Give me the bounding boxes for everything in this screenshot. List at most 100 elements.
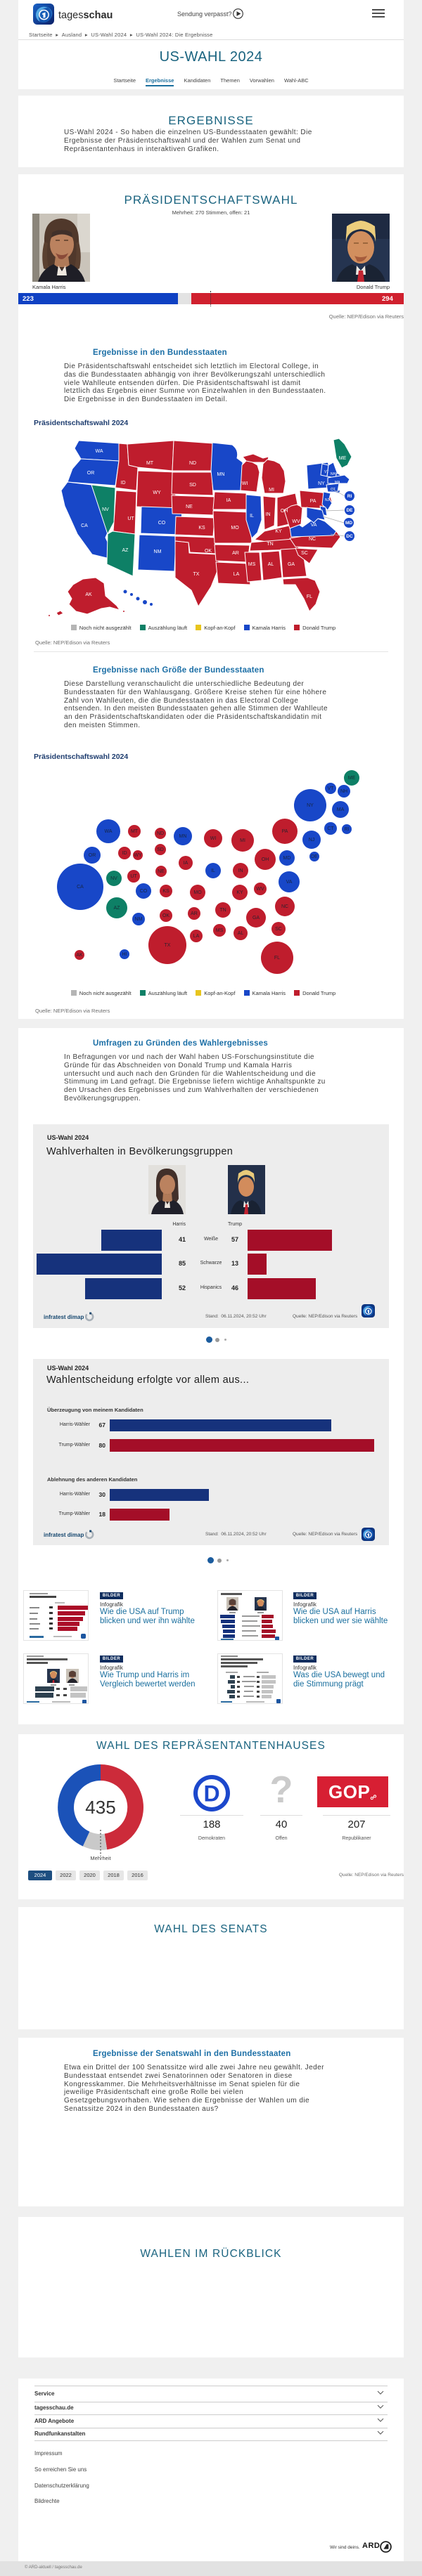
svg-text:IL: IL: [250, 514, 254, 519]
svg-text:CO: CO: [140, 889, 148, 894]
svg-text:MD: MD: [283, 856, 291, 861]
svg-text:MS: MS: [248, 562, 256, 567]
svg-text:IA: IA: [184, 861, 188, 866]
svg-text:MA: MA: [337, 807, 345, 812]
svg-text:GA: GA: [288, 562, 295, 567]
svg-text:IL: IL: [211, 869, 215, 873]
svg-text:AR: AR: [232, 551, 239, 556]
svg-text:NC: NC: [309, 537, 316, 542]
svg-text:NV: NV: [102, 507, 109, 512]
svg-text:TX: TX: [165, 943, 171, 948]
svg-text:FL: FL: [307, 594, 312, 599]
svg-text:MN: MN: [179, 834, 187, 839]
svg-text:SD: SD: [157, 847, 164, 852]
svg-text:ND: ND: [157, 831, 164, 836]
svg-text:OH: OH: [262, 857, 269, 862]
svg-text:FL: FL: [274, 956, 280, 961]
svg-text:NM: NM: [135, 917, 143, 922]
svg-text:NM: NM: [154, 549, 162, 554]
svg-text:MN: MN: [217, 472, 225, 477]
svg-text:ND: ND: [189, 461, 196, 466]
svg-text:AZ: AZ: [122, 548, 129, 553]
svg-text:NJ: NJ: [325, 498, 330, 502]
svg-text:WY: WY: [153, 490, 161, 495]
svg-text:HI: HI: [122, 952, 127, 957]
svg-text:MI: MI: [240, 838, 245, 843]
svg-text:MS: MS: [216, 928, 224, 933]
svg-text:MT: MT: [146, 461, 154, 466]
svg-text:NC: NC: [281, 904, 288, 909]
svg-text:MI: MI: [269, 488, 274, 493]
svg-text:OH: OH: [281, 509, 288, 514]
svg-text:DE: DE: [311, 854, 318, 859]
svg-text:TX: TX: [193, 572, 200, 577]
svg-text:MO: MO: [231, 526, 239, 531]
svg-text:SC: SC: [275, 927, 282, 932]
svg-text:DE: DE: [346, 508, 353, 513]
svg-text:MD: MD: [345, 521, 352, 526]
svg-text:CA: CA: [81, 523, 88, 528]
svg-text:TN: TN: [219, 908, 226, 913]
svg-text:KS: KS: [162, 889, 170, 894]
svg-text:WA: WA: [95, 449, 103, 454]
svg-text:NV: NV: [110, 876, 117, 881]
svg-text:CA: CA: [77, 885, 84, 890]
svg-text:PA: PA: [282, 829, 288, 834]
svg-text:UT: UT: [130, 874, 137, 879]
svg-text:AZ: AZ: [114, 906, 121, 911]
svg-text:KY: KY: [236, 890, 243, 895]
svg-text:KY: KY: [275, 529, 282, 534]
svg-text:NH: NH: [340, 789, 347, 794]
svg-text:TN: TN: [267, 542, 273, 547]
svg-text:NY: NY: [318, 481, 325, 486]
svg-text:ME: ME: [348, 776, 356, 781]
svg-text:MO: MO: [193, 890, 202, 895]
svg-text:AL: AL: [238, 931, 244, 936]
svg-text:NE: NE: [158, 869, 165, 874]
svg-text:CT: CT: [327, 826, 334, 831]
svg-text:OR: OR: [89, 853, 96, 858]
svg-text:OK: OK: [162, 913, 170, 918]
svg-text:AK: AK: [85, 592, 92, 597]
svg-text:WA: WA: [104, 829, 112, 834]
svg-text:WV: WV: [256, 887, 264, 892]
svg-text:LA: LA: [234, 572, 240, 577]
svg-text:OK: OK: [205, 549, 212, 554]
svg-text:MT: MT: [131, 829, 139, 834]
svg-text:VA: VA: [286, 880, 293, 885]
svg-text:VT: VT: [328, 786, 335, 791]
svg-text:ID: ID: [122, 851, 127, 856]
svg-text:CT: CT: [331, 488, 335, 492]
svg-text:SD: SD: [189, 483, 196, 488]
svg-text:WV: WV: [292, 519, 300, 524]
svg-text:WI: WI: [210, 836, 217, 841]
svg-text:UT: UT: [127, 516, 134, 521]
svg-text:GA: GA: [252, 916, 260, 921]
svg-text:OR: OR: [87, 471, 95, 476]
svg-text:AL: AL: [268, 562, 274, 567]
svg-text:MA: MA: [335, 481, 340, 485]
svg-text:CO: CO: [158, 521, 166, 526]
svg-text:PA: PA: [310, 499, 316, 504]
svg-text:NE: NE: [186, 505, 193, 509]
svg-text:IN: IN: [266, 512, 271, 517]
svg-text:ID: ID: [121, 481, 126, 486]
svg-text:WY: WY: [134, 853, 142, 858]
svg-text:AK: AK: [76, 953, 83, 958]
svg-text:ME: ME: [339, 456, 347, 461]
svg-text:NH: NH: [331, 472, 336, 476]
svg-text:D: D: [203, 1781, 219, 1807]
svg-text:WI: WI: [242, 481, 248, 486]
svg-text:VT: VT: [324, 470, 328, 474]
svg-text:RI: RI: [345, 827, 350, 832]
svg-text:VA: VA: [311, 523, 317, 528]
svg-text:NJ: NJ: [309, 838, 315, 843]
svg-text:AR: AR: [191, 911, 198, 916]
svg-text:SC: SC: [301, 551, 308, 556]
svg-text:IA: IA: [226, 498, 231, 503]
svg-text:IN: IN: [238, 869, 243, 873]
svg-text:NY: NY: [307, 803, 314, 808]
svg-text:KS: KS: [198, 526, 205, 531]
svg-text:RI: RI: [347, 494, 352, 499]
svg-text:LA: LA: [193, 934, 200, 939]
